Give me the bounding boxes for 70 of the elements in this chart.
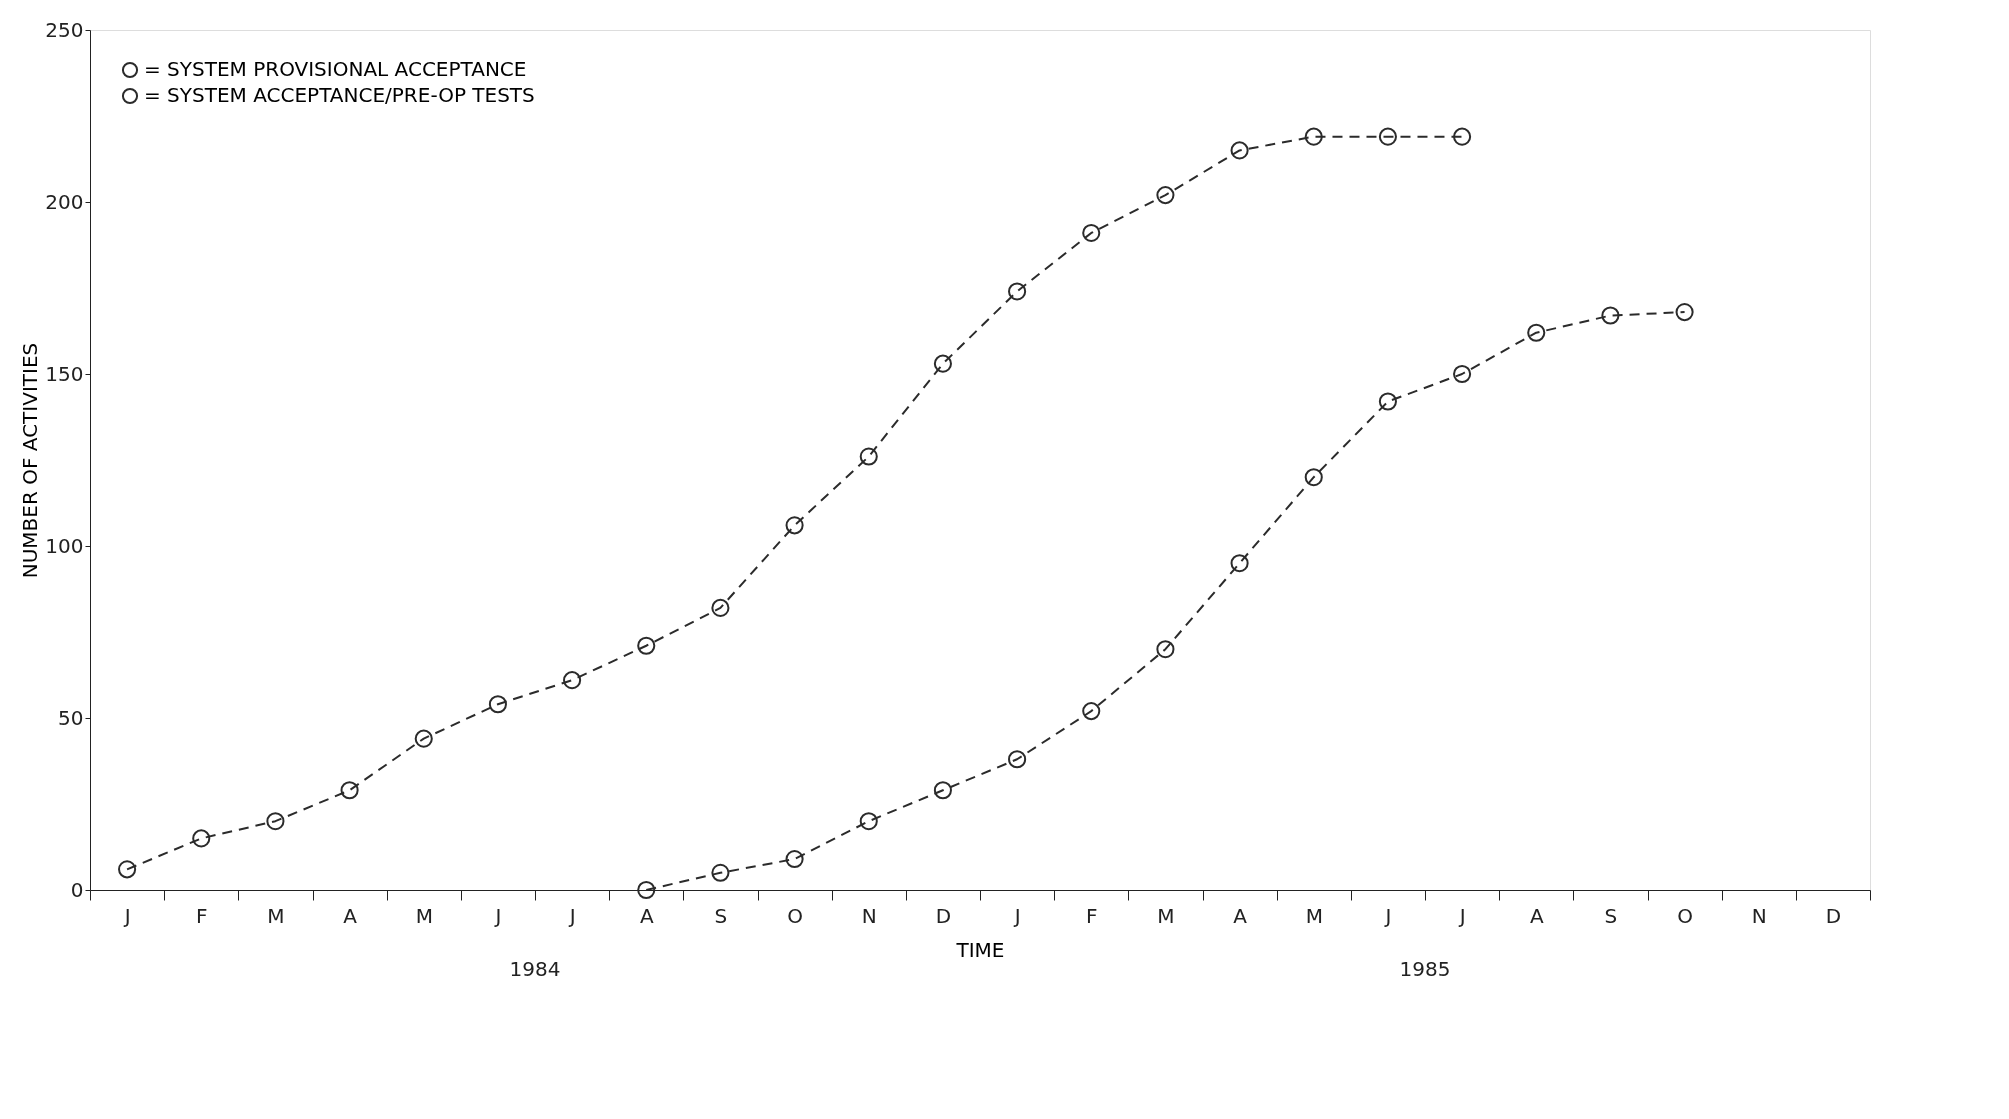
x-tick-label: J xyxy=(567,903,576,928)
legend-label: = SYSTEM ACCEPTANCE/PRE-OP TESTS xyxy=(144,83,535,107)
x-tick-label: D xyxy=(935,903,952,928)
point xyxy=(563,671,582,690)
y-axis-title: NUMBER OF ACTIVITIES xyxy=(18,342,43,579)
point xyxy=(1082,223,1101,243)
x-tick-label: S xyxy=(714,903,728,928)
x-tick-label: J xyxy=(493,903,502,928)
point xyxy=(859,812,878,831)
point xyxy=(711,863,730,882)
x-tick-label: M xyxy=(1305,903,1323,928)
x-tick-label: J xyxy=(1383,903,1392,928)
point xyxy=(711,598,730,617)
x-tick-label: J xyxy=(122,903,131,928)
point xyxy=(1230,554,1249,573)
point xyxy=(1601,306,1620,325)
point xyxy=(340,781,359,800)
legend-label: = SYSTEM PROVISIONAL ACCEPTANCE xyxy=(144,57,527,81)
point xyxy=(1378,127,1397,146)
point xyxy=(1156,186,1175,205)
x-tick-label: N xyxy=(1751,903,1767,928)
x-tick-label: J xyxy=(1457,903,1466,928)
x-tick-label: A xyxy=(1529,903,1544,928)
point xyxy=(1304,127,1323,146)
x-tick-label: F xyxy=(195,903,208,928)
y-tick-label: 200 xyxy=(45,189,84,214)
x-tick-label: J xyxy=(1012,903,1021,928)
point xyxy=(1008,282,1027,301)
point xyxy=(933,781,952,800)
text: 1985 xyxy=(1399,957,1451,981)
x-tick-label: D xyxy=(1825,903,1842,928)
x-tick-label: F xyxy=(1085,903,1098,928)
x-axis-title: TIME xyxy=(955,937,1005,962)
x-tick-label: M xyxy=(1157,903,1175,928)
point xyxy=(1304,468,1323,487)
y-tick-label: 150 xyxy=(45,361,84,386)
point xyxy=(1156,640,1175,659)
y-tick-label: 100 xyxy=(45,533,84,558)
text: 1984 xyxy=(509,957,561,981)
point xyxy=(1453,127,1472,146)
point xyxy=(1527,323,1546,342)
point xyxy=(637,880,656,900)
point xyxy=(859,447,878,466)
point xyxy=(933,354,952,373)
point xyxy=(637,636,656,655)
x-tick-label: S xyxy=(1604,903,1618,928)
point xyxy=(1378,392,1397,411)
point xyxy=(1008,750,1027,769)
point xyxy=(1230,141,1249,160)
point xyxy=(488,695,507,714)
point xyxy=(118,860,137,879)
point xyxy=(785,849,804,869)
point xyxy=(785,516,804,535)
point xyxy=(266,812,285,831)
point xyxy=(1675,303,1694,322)
y-tick-label: 0 xyxy=(70,877,84,902)
x-tick-label: A xyxy=(1233,903,1248,928)
x-tick-label: O xyxy=(1677,903,1693,928)
point xyxy=(192,829,211,848)
y-tick-label: 50 xyxy=(58,705,84,730)
x-tick-label: A xyxy=(343,903,358,928)
point xyxy=(1453,364,1472,384)
y-tick-label: 250 xyxy=(45,17,84,42)
x-tick-label: M xyxy=(267,903,285,928)
point xyxy=(1082,702,1101,721)
x-tick-label: M xyxy=(415,903,433,928)
x-tick-label: A xyxy=(639,903,654,928)
x-tick-label: N xyxy=(861,903,877,928)
x-tick-label: O xyxy=(787,903,803,928)
point xyxy=(414,729,433,748)
